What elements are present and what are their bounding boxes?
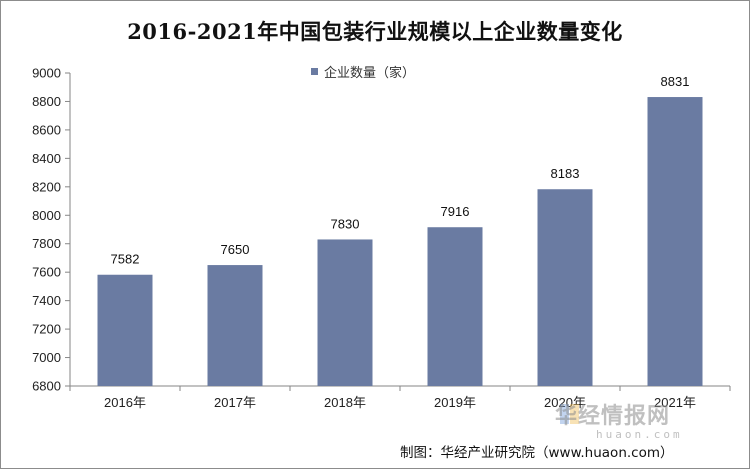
data-label: 7650	[221, 242, 250, 257]
y-tick-label: 6800	[32, 379, 61, 394]
bar-series	[97, 97, 703, 386]
data-label: 7916	[441, 204, 470, 219]
y-tick-label: 7800	[32, 236, 61, 251]
y-tick-label: 8800	[32, 94, 61, 109]
x-tick-label: 2017年	[214, 395, 256, 410]
bar	[427, 227, 483, 386]
data-label: 8831	[661, 74, 690, 89]
watermark-brand: 华经情报网	[555, 404, 671, 429]
y-tick-label: 7400	[32, 293, 61, 308]
y-tick-label: 8400	[32, 151, 61, 166]
y-tick-label: 8000	[32, 208, 61, 223]
y-tick-label: 9000	[32, 66, 61, 81]
y-tick-label: 7000	[32, 350, 61, 365]
x-axis: 2016年 2017年 2018年 2019年 2020年 2021年	[69, 385, 731, 410]
data-label: 7582	[111, 252, 140, 267]
legend-label: 企业数量（家）	[324, 65, 415, 81]
y-tick-label: 8600	[32, 122, 61, 137]
y-tick-label: 7200	[32, 322, 61, 337]
x-tick-label: 2018年	[324, 395, 366, 410]
x-tick-label: 2021年	[654, 395, 696, 410]
data-label: 8183	[551, 166, 580, 181]
watermark-url: huaon.com	[596, 428, 683, 441]
source-note: 制图：华经产业研究院（www.huaon.com）	[400, 445, 674, 461]
bar	[317, 239, 373, 386]
data-label: 7830	[331, 216, 360, 231]
x-tick-label: 2016年	[104, 395, 146, 410]
y-tick-label: 8200	[32, 179, 61, 194]
watermark-logo-icon	[560, 400, 594, 431]
chart-title: 2016-2021年中国包装行业规模以上企业数量变化	[127, 19, 623, 44]
y-tick-label: 7600	[32, 265, 61, 280]
legend-swatch	[311, 68, 318, 75]
bar	[537, 189, 593, 386]
y-axis: 6800 7000 7200 7400 7600 7800 8000 8200 8400 8600…	[32, 66, 71, 394]
bar	[97, 274, 153, 386]
x-tick-label: 2020年	[544, 395, 586, 410]
data-labels: 7582 7650 7830 7916 8183 8831	[111, 74, 690, 267]
bar	[207, 265, 263, 386]
legend: 企业数量（家）	[311, 65, 415, 81]
bar	[647, 97, 703, 386]
x-tick-label: 2019年	[434, 395, 476, 410]
